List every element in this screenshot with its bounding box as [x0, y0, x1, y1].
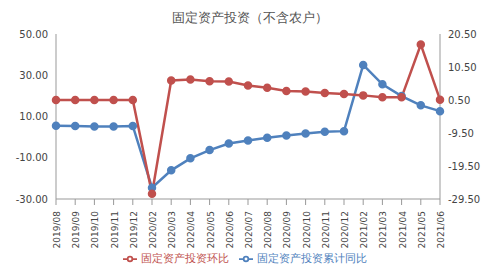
svg-text:2021/05: 2021/05	[417, 211, 427, 248]
svg-text:-29.50: -29.50	[448, 194, 480, 205]
svg-text:-19.50: -19.50	[448, 161, 480, 172]
svg-text:10.50: 10.50	[448, 62, 477, 73]
svg-text:-10.00: -10.00	[16, 152, 48, 163]
svg-text:2021/04: 2021/04	[398, 211, 408, 249]
svg-text:2020/06: 2020/06	[225, 211, 235, 249]
svg-text:2020/02: 2020/02	[148, 211, 158, 248]
svg-text:2021/06: 2021/06	[436, 211, 446, 249]
svg-text:2019/09: 2019/09	[71, 211, 81, 249]
svg-text:2020/05: 2020/05	[206, 211, 216, 248]
svg-text:2020/04: 2020/04	[186, 211, 196, 249]
svg-text:2020/11: 2020/11	[321, 211, 331, 248]
svg-text:2020/08: 2020/08	[263, 211, 273, 249]
svg-text:20.50: 20.50	[448, 29, 477, 40]
svg-text:0.50: 0.50	[448, 95, 470, 106]
svg-text:2020/10: 2020/10	[302, 211, 312, 249]
svg-text:2019/10: 2019/10	[90, 211, 100, 249]
html-text:固定资产投资累计同比: 固定资产投资累计同比	[257, 252, 367, 265]
svg-text:50.00: 50.00	[19, 29, 48, 40]
svg-text:2020/03: 2020/03	[167, 211, 177, 248]
html-text:固定资产投资环比: 固定资产投资环比	[141, 252, 229, 265]
svg-text:-30.00: -30.00	[16, 194, 48, 205]
svg-text:10.00: 10.00	[19, 111, 48, 122]
svg-text:2020/07: 2020/07	[244, 211, 254, 248]
svg-text:2019/11: 2019/11	[110, 211, 120, 248]
svg-text:2019/08: 2019/08	[52, 211, 62, 249]
svg-text:2020/09: 2020/09	[282, 211, 292, 249]
svg-text:30.00: 30.00	[19, 70, 48, 81]
svg-text:2021/02: 2021/02	[359, 211, 369, 248]
svg-text:2021/03: 2021/03	[378, 211, 388, 248]
html-text:固定资产投资（不含农户）: 固定资产投资（不含农户）	[172, 10, 328, 25]
svg-text:-9.50: -9.50	[448, 128, 474, 139]
svg-text:2020/12: 2020/12	[340, 211, 350, 248]
svg-text:2019/12: 2019/12	[129, 211, 139, 248]
